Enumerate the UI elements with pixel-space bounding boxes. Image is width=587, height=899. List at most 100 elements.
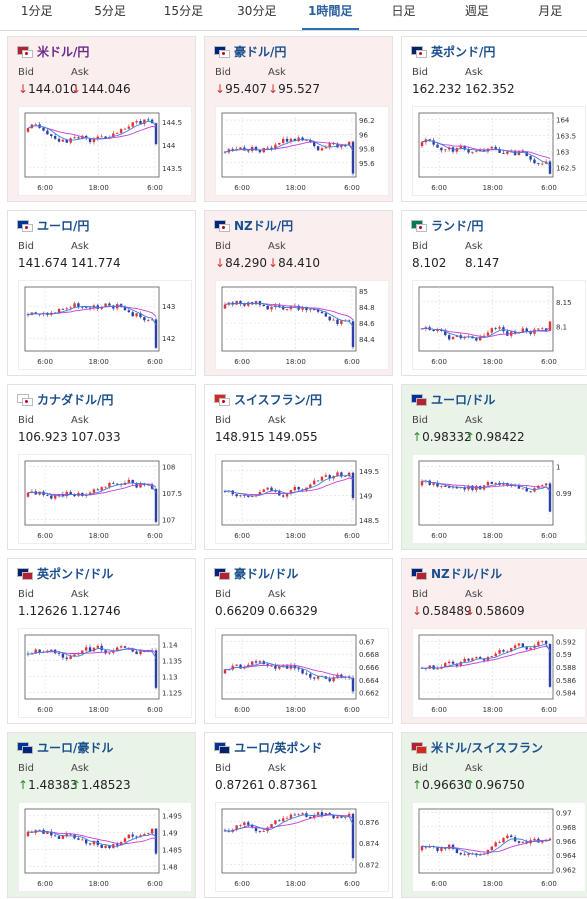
- pair-header[interactable]: 豪ドル/ドル: [214, 564, 298, 582]
- bid-label: Bid: [412, 589, 428, 600]
- candle-body: [328, 143, 331, 148]
- candle-body: [486, 481, 490, 486]
- rate-card[interactable]: 豪ドル/円 Bid Ask ↓95.407 ↓95.527 96.2 96 95.8 95.6 6…: [204, 36, 393, 202]
- bid-value: ↑0.98332: [412, 430, 472, 444]
- y-tick-label: 0.592: [556, 638, 576, 646]
- candle-body: [420, 846, 424, 851]
- candle-body: [432, 665, 435, 670]
- pair-name[interactable]: カナダドル/円: [37, 392, 114, 407]
- rate-card[interactable]: ユーロ/豪ドル Bid Ask ↑1.48383 ↑1.48523 1.495 1.49 1.…: [7, 732, 196, 898]
- mini-chart[interactable]: 8.15 8.1 6:00 18:00 6:00: [412, 280, 586, 370]
- pair-name[interactable]: ユーロ/円: [37, 218, 90, 233]
- pair-header[interactable]: ユーロ/円: [17, 216, 89, 234]
- pair-name[interactable]: スイスフラン/円: [234, 392, 323, 407]
- rate-card[interactable]: ランド/円 Bid Ask 8.102 8.147 8.15 8.1 6:00 18:00 6:0…: [401, 210, 587, 376]
- rate-card[interactable]: カナダドル/円 Bid Ask 106.923 107.033 108 107.5 107 6:…: [7, 384, 196, 550]
- candle-body: [239, 495, 242, 497]
- tab-7[interactable]: 月足: [538, 4, 563, 18]
- mini-chart[interactable]: 108 107.5 107 6:00 18:00 6:00: [18, 454, 192, 544]
- candle-body: [471, 152, 474, 153]
- flag-icon: [214, 742, 230, 754]
- y-tick-label: 0.97: [556, 810, 572, 818]
- pair-header[interactable]: NZドル/円: [214, 216, 293, 234]
- tab-3[interactable]: 30分足: [237, 4, 277, 18]
- rate-card[interactable]: NZドル/ドル Bid Ask ↓0.58489 ↓0.58609 0.592 0.59 0.…: [401, 558, 587, 724]
- candle-body: [281, 818, 285, 822]
- mini-chart[interactable]: 144.5 144 143.5 6:00 18:00 6:00: [18, 106, 192, 196]
- rate-card[interactable]: 米ドル/スイスフラン Bid Ask ↑0.96630 ↑0.96750 0.97 0.96…: [401, 732, 587, 898]
- pair-name[interactable]: NZドル/円: [234, 218, 294, 233]
- mini-chart[interactable]: 143 142 6:00 18:00 6:00: [18, 280, 192, 370]
- mini-chart[interactable]: 1.495 1.49 1.485 1.48 6:00 18:00 6:00: [18, 802, 192, 892]
- candle-body: [436, 482, 439, 487]
- mini-chart[interactable]: 85 84.8 84.6 84.4 6:00 18:00 6:00: [215, 280, 389, 370]
- candle-body: [77, 653, 80, 655]
- rate-card[interactable]: ユーロ/円 Bid Ask 141.674 141.774 143 142 6:00 18:00…: [7, 210, 196, 376]
- candle-body: [88, 843, 92, 845]
- pair-name[interactable]: NZドル/ドル: [431, 566, 503, 581]
- mini-chart[interactable]: 96.2 96 95.8 95.6 6:00 18:00 6:00: [215, 106, 389, 196]
- tab-0[interactable]: 1分足: [20, 4, 53, 18]
- x-tick-label: 18:00: [286, 532, 306, 540]
- pair-name[interactable]: ランド/円: [431, 218, 484, 233]
- pair-header[interactable]: カナダドル/円: [17, 390, 113, 408]
- pair-name[interactable]: 米ドル/円: [37, 44, 90, 59]
- mini-chart[interactable]: 0.876 0.874 0.872 6:00 18:00 6:00: [215, 802, 389, 892]
- rate-card[interactable]: ユーロ/英ポンド Bid Ask 0.87261 0.87361 0.876 0.874 0.…: [204, 732, 393, 898]
- candle-body: [490, 146, 494, 149]
- pair-header[interactable]: 英ポンド/円: [411, 42, 495, 60]
- pair-name[interactable]: ユーロ/英ポンド: [234, 740, 323, 755]
- pair-header[interactable]: ユーロ/ドル: [411, 390, 495, 408]
- rate-card[interactable]: 英ポンド/円 Bid Ask 162.232 162.352 164 163.5 163 162…: [401, 36, 587, 202]
- pair-header[interactable]: ユーロ/英ポンド: [214, 738, 322, 756]
- mini-chart[interactable]: 0.67 0.668 0.666 0.664 0.662 6:00 18:00 6:00: [215, 628, 389, 718]
- pair-header[interactable]: 米ドル/円: [17, 42, 89, 60]
- pair-name[interactable]: 豪ドル/円: [234, 44, 287, 59]
- candle-body: [278, 820, 281, 822]
- tab-4[interactable]: 1時間足: [294, 0, 367, 30]
- mini-chart[interactable]: 1 0.99 6:00 18:00 6:00: [412, 454, 586, 544]
- rate-card[interactable]: 豪ドル/ドル Bid Ask 0.66209 0.66329 0.67 0.668 0.666…: [204, 558, 393, 724]
- rate-card[interactable]: ユーロ/ドル Bid Ask ↑0.98332 ↑0.98422 1 0.99 6:00 18:…: [401, 384, 587, 550]
- pair-name[interactable]: ユーロ/豪ドル: [37, 740, 114, 755]
- rate-card[interactable]: NZドル/円 Bid Ask ↓84.290 ↓84.410 85 84.8 84.6 84.4…: [204, 210, 393, 376]
- mini-chart[interactable]: 149.5 149 148.5 6:00 18:00 6:00: [215, 454, 389, 544]
- chart-svg: 1.14 1.135 1.13 1.125 6:00 18:00 6:00: [24, 634, 182, 714]
- y-tick-label: 0.668: [359, 651, 379, 659]
- y-tick-label: 107: [162, 517, 175, 525]
- candle-body: [154, 650, 158, 688]
- mini-chart[interactable]: 1.14 1.135 1.13 1.125 6:00 18:00 6:00: [18, 628, 192, 718]
- candle-body: [65, 657, 68, 659]
- candle-body: [61, 494, 65, 497]
- pair-header[interactable]: 豪ドル/円: [214, 42, 286, 60]
- mini-chart[interactable]: 164 163.5 163 162.5 6:00 18:00 6:00: [412, 106, 586, 196]
- pair-header[interactable]: ランド/円: [411, 216, 483, 234]
- rate-card[interactable]: 米ドル/円 Bid Ask ↓144.010 ↓144.046 144.5 144 143.5…: [7, 36, 196, 202]
- pair-header[interactable]: NZドル/ドル: [411, 564, 502, 582]
- tab-1[interactable]: 5分足: [94, 4, 126, 18]
- candle-body: [250, 496, 254, 498]
- candle-body: [502, 483, 505, 485]
- pair-name[interactable]: 英ポンド/ドル: [37, 566, 114, 581]
- bid-label: Bid: [412, 67, 428, 78]
- tab-5[interactable]: 日足: [391, 4, 416, 18]
- mini-chart[interactable]: 0.592 0.59 0.588 0.586 0.584 6:00 18:00 6:00: [412, 628, 586, 718]
- pair-name[interactable]: 英ポンド/円: [431, 44, 496, 59]
- candle-body: [340, 320, 343, 324]
- mini-chart[interactable]: 0.97 0.968 0.966 0.964 0.962 6:00 18:00 6:00: [412, 802, 586, 892]
- candle-body: [34, 124, 37, 126]
- pair-name[interactable]: ユーロ/ドル: [431, 392, 496, 407]
- pair-name[interactable]: 豪ドル/ドル: [234, 566, 299, 581]
- pair-header[interactable]: ユーロ/豪ドル: [17, 738, 113, 756]
- rate-card[interactable]: スイスフラン/円 Bid Ask 148.915 149.055 149.5 149 148.…: [204, 384, 393, 550]
- pair-header[interactable]: 米ドル/スイスフラン: [411, 738, 543, 756]
- pair-header[interactable]: スイスフラン/円: [214, 390, 322, 408]
- tab-2[interactable]: 15分足: [163, 4, 204, 18]
- chart-svg: 0.876 0.874 0.872 6:00 18:00 6:00: [221, 808, 380, 888]
- pair-name[interactable]: 米ドル/スイスフラン: [431, 740, 544, 755]
- rate-card[interactable]: 英ポンド/ドル Bid Ask 1.12626 1.12746 1.14 1.135 1.13…: [7, 558, 196, 724]
- candle-body: [328, 316, 331, 321]
- up-arrow-icon: ↑: [71, 778, 82, 792]
- tab-6[interactable]: 週足: [464, 4, 489, 18]
- pair-header[interactable]: 英ポンド/ドル: [17, 564, 113, 582]
